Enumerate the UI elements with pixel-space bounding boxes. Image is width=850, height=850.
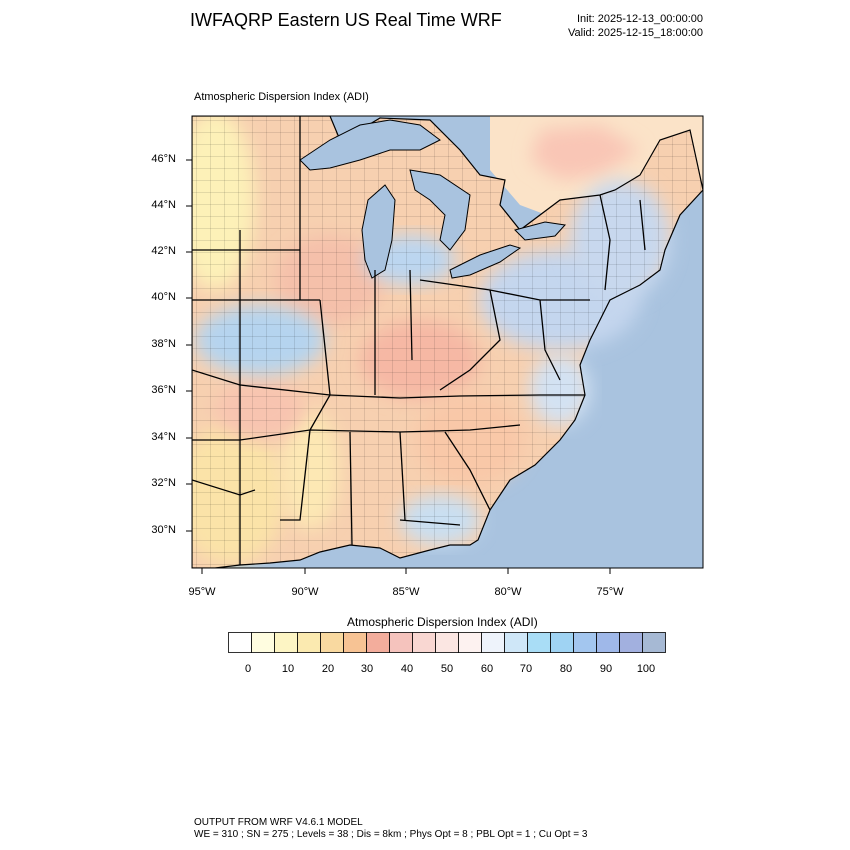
lon-label: 90°W xyxy=(291,586,319,598)
colorbar-swatch xyxy=(481,632,505,653)
colorbar-swatch xyxy=(435,632,459,653)
colorbar xyxy=(228,632,666,653)
model-info-line2: WE = 310 ; SN = 275 ; Levels = 38 ; Dis … xyxy=(194,829,588,840)
us-land xyxy=(192,116,703,568)
lat-label: 44°N xyxy=(151,199,176,211)
colorbar-swatch xyxy=(458,632,482,653)
colorbar-swatch xyxy=(550,632,574,653)
colorbar-tick-label: 40 xyxy=(400,663,414,675)
colorbar-tick-label: 60 xyxy=(480,663,494,675)
colorbar-swatch xyxy=(389,632,413,653)
lat-label: 46°N xyxy=(151,153,176,165)
lat-label: 40°N xyxy=(151,291,176,303)
lake-michigan xyxy=(361,184,396,279)
model-info-line1: OUTPUT FROM WRF V4.6.1 MODEL xyxy=(194,817,363,828)
colorbar-swatch xyxy=(642,632,666,653)
map-frame xyxy=(191,115,704,569)
colorbar-tick-label: 30 xyxy=(360,663,374,675)
lat-label: 30°N xyxy=(151,524,176,536)
lon-label: 95°W xyxy=(188,586,216,598)
map-area xyxy=(192,116,703,568)
colorbar-swatch xyxy=(251,632,275,653)
colorbar-swatch xyxy=(297,632,321,653)
colorbar-swatch xyxy=(274,632,298,653)
lat-label: 32°N xyxy=(151,477,176,489)
lake-superior xyxy=(299,119,441,171)
valid-time: Valid: 2025-12-15_18:00:00 xyxy=(568,27,703,39)
lake-huron xyxy=(409,169,471,251)
colorbar-tick-label: 100 xyxy=(636,663,656,675)
colorbar-tick-label: 0 xyxy=(244,663,252,675)
page-title: IWFAQRP Eastern US Real Time WRF xyxy=(190,10,502,30)
lat-label: 34°N xyxy=(151,431,176,443)
state-borders xyxy=(192,116,646,565)
colorbar-tick-label: 10 xyxy=(281,663,295,675)
colorbar-swatch xyxy=(596,632,620,653)
lake-ontario xyxy=(514,221,566,241)
colorbar-swatch xyxy=(343,632,367,653)
lon-label: 85°W xyxy=(392,586,420,598)
colorbar-tick-label: 80 xyxy=(559,663,573,675)
great-lakes xyxy=(299,119,566,279)
colorbar-swatch xyxy=(228,632,252,653)
lon-label: 75°W xyxy=(596,586,624,598)
colorbar-tick-label: 20 xyxy=(321,663,335,675)
colorbar-tick-label: 90 xyxy=(599,663,613,675)
colorbar-swatch xyxy=(573,632,597,653)
lat-label: 42°N xyxy=(151,245,176,257)
colorbar-tick-label: 50 xyxy=(440,663,454,675)
colorbar-swatch xyxy=(504,632,528,653)
map-ticks xyxy=(186,159,611,574)
colorbar-swatch xyxy=(619,632,643,653)
colorbar-swatch xyxy=(412,632,436,653)
lake-erie xyxy=(449,244,522,279)
lat-label: 38°N xyxy=(151,338,176,350)
colorbar-swatch xyxy=(320,632,344,653)
colorbar-title: Atmospheric Dispersion Index (ADI) xyxy=(347,615,538,629)
lon-label: 80°W xyxy=(494,586,522,598)
lat-label: 36°N xyxy=(151,384,176,396)
init-time: Init: 2025-12-13_00:00:00 xyxy=(577,13,703,25)
colorbar-tick-label: 70 xyxy=(519,663,533,675)
map-field-title: Atmospheric Dispersion Index (ADI) xyxy=(194,91,369,103)
colorbar-swatch xyxy=(527,632,551,653)
colorbar-swatch xyxy=(366,632,390,653)
canada-highlight xyxy=(530,125,640,180)
